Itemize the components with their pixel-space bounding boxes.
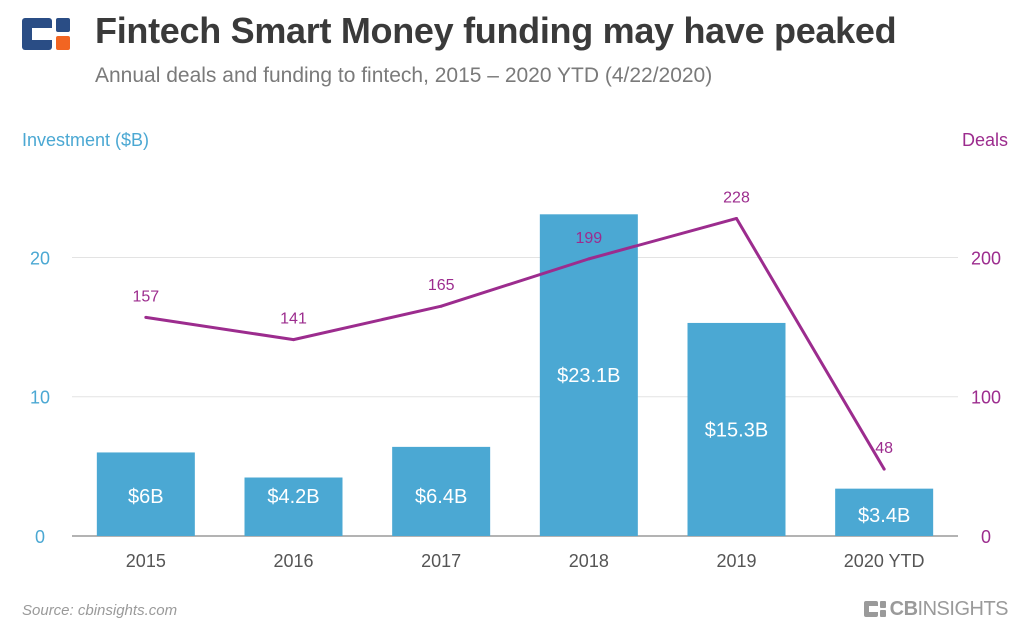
bar-data-label: $3.4B: [858, 505, 910, 527]
bar-data-label: $23.1B: [557, 365, 620, 387]
brand-name-bold: CB: [889, 597, 918, 620]
brand-name-rest: INSIGHTS: [917, 597, 1009, 620]
line-layer: [144, 216, 886, 471]
deals-line: [145, 216, 886, 470]
y-axis-left-label: Investment ($B): [22, 130, 150, 150]
bar: [96, 452, 195, 536]
deals-point: [882, 467, 886, 471]
y-tick-right: 100: [971, 388, 1001, 408]
y-tick-left: 0: [35, 527, 45, 547]
y-tick-left: 10: [30, 388, 50, 408]
deals-point: [735, 216, 738, 220]
bar-data-label: $6B: [128, 486, 164, 508]
source-note: Source: cbinsights.com: [22, 602, 178, 619]
deals-data-label: 228: [723, 189, 750, 206]
y-tick-right: 200: [971, 248, 1001, 268]
chart-title: Fintech Smart Money funding may have pea…: [95, 10, 897, 51]
x-tick-label: 2015: [126, 551, 166, 571]
y-axis-right-label: Deals: [961, 130, 1008, 150]
bar-data-label: $15.3B: [705, 419, 768, 441]
deals-data-label: 199: [575, 230, 602, 247]
x-tick-label: 2019: [716, 551, 756, 571]
labels-layer: 010200100200$6B2015$4.2B2016$6.4B2017$23…: [30, 189, 1001, 571]
bar: [392, 446, 491, 536]
chart-subtitle: Annual deals and funding to fintech, 201…: [95, 64, 713, 87]
bars-layer: [96, 214, 934, 537]
y-tick-right: 0: [981, 527, 991, 547]
bar: [244, 477, 343, 536]
brand-name: CBINSIGHTS: [889, 597, 1009, 621]
y-tick-left: 20: [30, 248, 50, 268]
cb-insights-logo-icon: [22, 18, 70, 50]
bar-data-label: $6.4B: [415, 486, 467, 508]
cb-mark-icon: [863, 601, 886, 617]
bar-data-label: $4.2B: [267, 486, 319, 508]
deals-data-label: 141: [280, 311, 307, 328]
deals-point: [144, 315, 148, 319]
brand-logo: CBINSIGHTS: [863, 597, 1009, 621]
deals-point: [439, 304, 443, 308]
deals-data-label: 165: [428, 277, 455, 294]
x-tick-label: 2018: [569, 551, 609, 571]
x-tick-label: 2017: [421, 551, 461, 571]
bar: [835, 488, 934, 536]
bar: [687, 322, 786, 536]
deals-data-label: 157: [132, 288, 159, 305]
deals-point: [292, 338, 295, 342]
grid-layer: [72, 256, 958, 537]
x-tick-label: 2020 YTD: [844, 551, 925, 571]
x-tick-label: 2016: [273, 551, 313, 571]
deals-point: [587, 257, 591, 261]
deals-data-label: 48: [875, 440, 893, 457]
